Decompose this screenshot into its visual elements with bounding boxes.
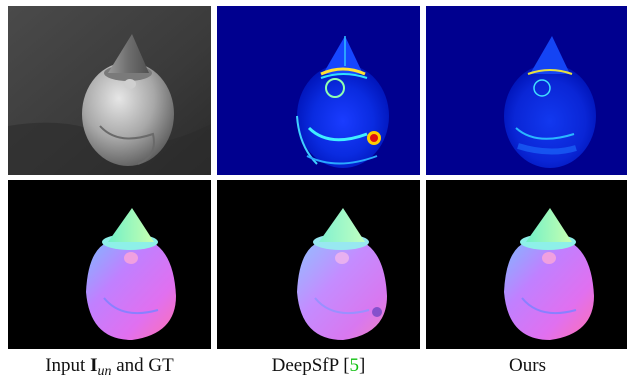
caption-input-symbol: I	[90, 355, 97, 376]
ours-normal-panel	[426, 180, 627, 349]
caption-input-subscript: un	[98, 364, 112, 379]
caption-deepsfp-text: DeepSfP [	[272, 355, 350, 376]
caption-deepsfp: DeepSfP [5]	[217, 355, 420, 377]
caption-input-prefix: Input	[45, 355, 90, 376]
input-image-panel	[8, 6, 211, 175]
citation-link[interactable]: 5	[350, 355, 360, 376]
ground-truth-normal-panel	[8, 180, 211, 349]
caption-input-suffix: and GT	[112, 355, 174, 376]
deepsfp-normal-panel	[217, 180, 420, 349]
deepsfp-error-map-panel	[217, 6, 420, 175]
caption-input-gt: Input Iun and GT	[8, 355, 211, 380]
ours-error-map-panel	[426, 6, 627, 175]
caption-ours-text: Ours	[509, 355, 546, 376]
caption-deepsfp-close: ]	[359, 355, 365, 376]
caption-ours: Ours	[426, 355, 627, 377]
